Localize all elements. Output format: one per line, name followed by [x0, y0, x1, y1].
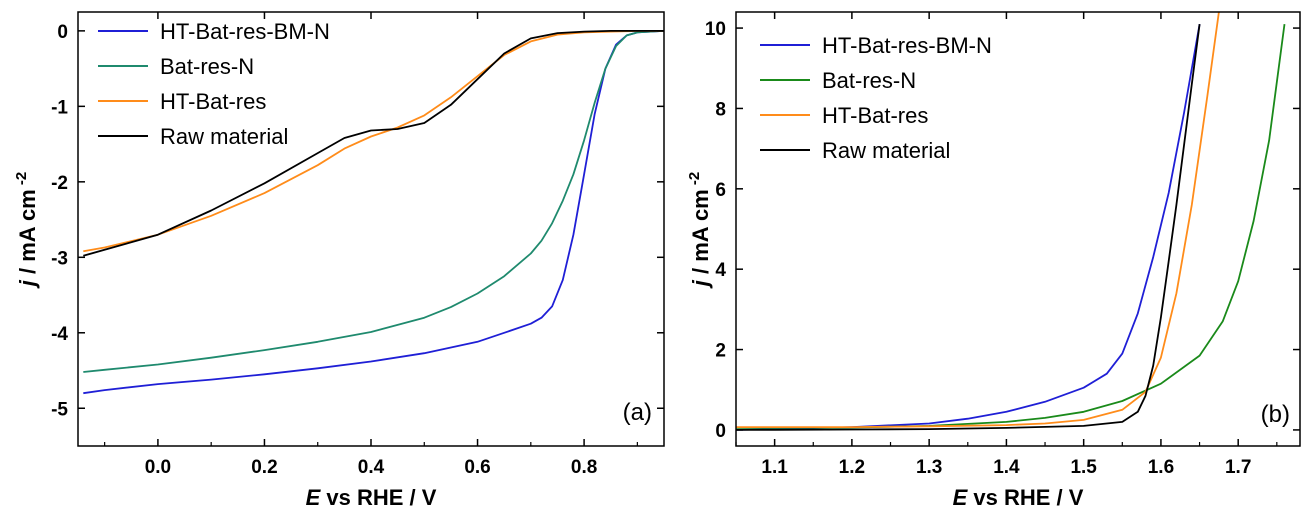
panel-label: (b) — [1261, 401, 1290, 428]
x-tick-label: 1.4 — [993, 457, 1020, 478]
legend-label: Raw material — [822, 138, 950, 163]
legend-label: HT-Bat-res — [160, 89, 266, 114]
y-tick-label: -5 — [51, 399, 68, 420]
legend-label: HT-Bat-res-BM-N — [822, 33, 992, 58]
x-tick-label: 1.7 — [1225, 457, 1251, 478]
legend-label: Bat-res-N — [822, 68, 916, 93]
y-tick-label: 6 — [715, 180, 726, 201]
y-tick-label: -3 — [51, 248, 68, 269]
x-tick-label: 1.6 — [1148, 457, 1174, 478]
series-line-ht-bat-res-bm-n — [736, 23, 1201, 431]
x-tick-label: 1.2 — [839, 457, 865, 478]
series-line-raw-material — [736, 23, 1201, 431]
series-line-raw-material — [83, 30, 664, 257]
y-tick-label: 0 — [715, 421, 726, 442]
plot-frame — [735, 11, 1301, 447]
panel-a: 0.0 0.2 0.4 0.6 0.8 0 -1 -2 -3 -4 -5 E vs RHE / V j … — [13, 11, 665, 510]
y-tick-label: 10 — [705, 19, 726, 40]
x-tick-label: 1.5 — [1070, 457, 1097, 478]
x-tick-label: 0.4 — [358, 457, 385, 478]
legend-label: Bat-res-N — [160, 54, 254, 79]
y-tick-label: 4 — [715, 260, 726, 281]
series-line-bat-res-n — [736, 23, 1286, 429]
series-line-bat-res-n — [83, 30, 664, 373]
x-axis-title: E vs RHE / V — [306, 485, 437, 510]
x-axis-title: E vs RHE / V — [953, 485, 1084, 510]
panel-label: (a) — [623, 399, 652, 426]
y-tick-label: 2 — [715, 341, 726, 362]
x-tick-label: 1.1 — [761, 457, 788, 478]
x-tick-label: 0.2 — [251, 457, 277, 478]
x-tick-label: 0.6 — [464, 457, 490, 478]
y-tick-label: 8 — [715, 99, 726, 120]
y-tick-label: 0 — [57, 22, 68, 43]
y-axis-title: j / mA cm -2 — [13, 172, 40, 290]
panel-b: 1.1 1.2 1.3 1.4 1.5 1.6 1.7 0 2 4 6 8 10 E vs RHE / V… — [686, 11, 1301, 510]
y-tick-label: -4 — [51, 324, 68, 345]
series-line-ht-bat-res — [736, 12, 1220, 428]
y-tick-label: -2 — [51, 173, 68, 194]
x-tick-label: 0.0 — [145, 457, 171, 478]
y-axis-title: j / mA cm -2 — [686, 172, 713, 290]
y-tick-label: -1 — [51, 97, 68, 118]
x-tick-label: 1.3 — [916, 457, 942, 478]
series-line-ht-bat-res-bm-n — [83, 30, 664, 395]
legend-label: HT-Bat-res-BM-N — [160, 19, 330, 44]
legend-label: HT-Bat-res — [822, 103, 928, 128]
legend-label: Raw material — [160, 124, 288, 149]
x-tick-label: 0.8 — [571, 457, 597, 478]
